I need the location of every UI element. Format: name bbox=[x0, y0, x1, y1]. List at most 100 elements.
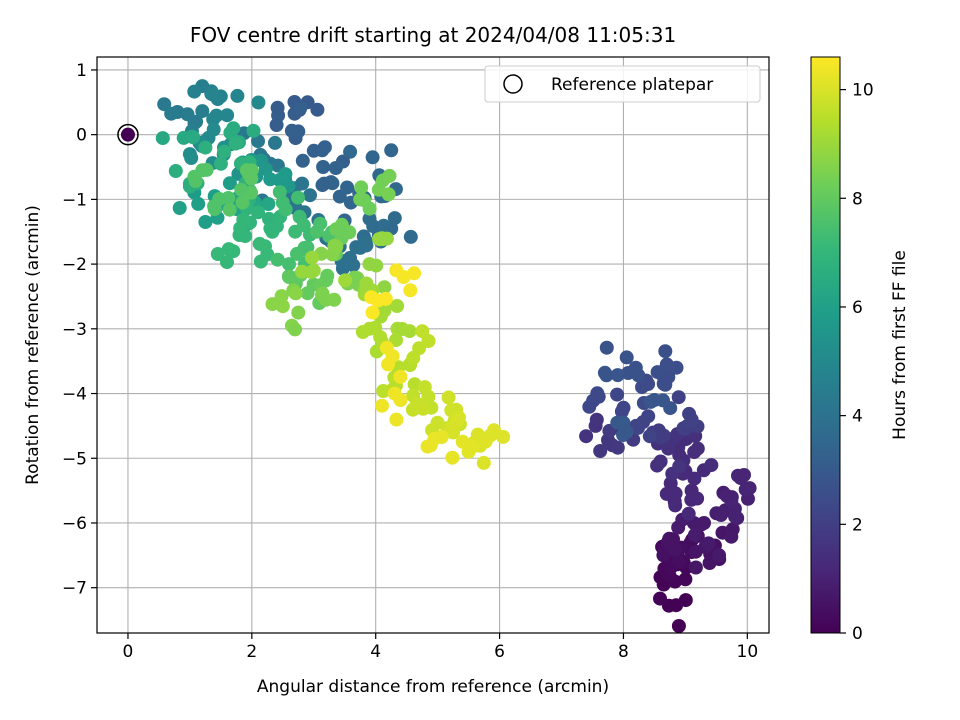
data-point-310 bbox=[198, 140, 213, 155]
y-tick-label-1: 0 bbox=[76, 126, 87, 146]
data-point-494 bbox=[423, 438, 438, 453]
legend-marker-open-circle bbox=[503, 74, 523, 94]
data-point-130 bbox=[590, 386, 605, 401]
scatter-series bbox=[155, 79, 757, 633]
colorbar-tick-label-2: 4 bbox=[852, 407, 863, 427]
legend: Reference platepar bbox=[484, 65, 761, 103]
data-point-46 bbox=[701, 536, 716, 551]
data-point-93 bbox=[672, 459, 687, 474]
data-point-151 bbox=[610, 368, 625, 383]
data-point-344 bbox=[282, 257, 296, 272]
data-point-395 bbox=[381, 187, 396, 202]
data-point-423 bbox=[379, 231, 394, 246]
data-point-394 bbox=[382, 168, 397, 183]
data-point-141 bbox=[669, 360, 684, 375]
data-point-359 bbox=[212, 192, 227, 206]
y-tick-label-0: 1 bbox=[76, 61, 87, 81]
data-point-161 bbox=[310, 102, 325, 117]
reference-point bbox=[120, 127, 135, 142]
colorbar-tick-label-5: 10 bbox=[852, 81, 874, 101]
data-point-415 bbox=[274, 289, 289, 304]
data-point-261 bbox=[184, 151, 199, 165]
data-point-279 bbox=[278, 167, 293, 182]
y-tick-label-6: −5 bbox=[62, 449, 87, 469]
data-point-254 bbox=[206, 112, 221, 127]
data-point-186 bbox=[340, 180, 355, 195]
data-point-94 bbox=[661, 441, 676, 456]
x-axis-ticks: 0 2 4 6 8 10 bbox=[123, 633, 759, 662]
data-point-495 bbox=[434, 430, 449, 444]
data-point-327 bbox=[233, 221, 248, 236]
data-point-159 bbox=[619, 424, 634, 439]
data-point-31 bbox=[702, 556, 717, 570]
data-point-363 bbox=[188, 174, 203, 188]
data-point-177 bbox=[328, 161, 343, 175]
data-point-446 bbox=[355, 325, 370, 339]
y-tick-label-2: −1 bbox=[62, 190, 87, 210]
data-point-419 bbox=[369, 258, 384, 273]
data-point-404 bbox=[291, 305, 306, 320]
data-point-365 bbox=[222, 202, 237, 217]
data-point-367 bbox=[234, 182, 249, 197]
data-point-511 bbox=[378, 291, 393, 306]
data-point-407 bbox=[288, 322, 302, 337]
data-point-316 bbox=[251, 205, 265, 220]
colorbar-gradient bbox=[810, 56, 841, 634]
data-point-294 bbox=[261, 197, 276, 211]
data-point-65 bbox=[737, 468, 751, 482]
data-point-170 bbox=[284, 123, 299, 138]
data-point-342 bbox=[272, 185, 287, 200]
data-point-403 bbox=[327, 292, 342, 307]
data-point-410 bbox=[329, 239, 344, 254]
data-point-458 bbox=[406, 350, 421, 365]
data-point-486 bbox=[496, 429, 511, 444]
data-point-438 bbox=[402, 324, 417, 339]
data-point-2 bbox=[678, 593, 693, 608]
colorbar-tick-label-1: 2 bbox=[852, 515, 863, 535]
legend-label: Reference platepar bbox=[551, 75, 713, 95]
data-point-87 bbox=[687, 445, 702, 460]
data-point-97 bbox=[589, 412, 604, 427]
data-point-345 bbox=[270, 252, 285, 267]
data-point-354 bbox=[313, 216, 328, 231]
data-point-126 bbox=[610, 387, 625, 402]
data-point-418 bbox=[377, 280, 392, 295]
y-tick-label-3: −2 bbox=[62, 255, 87, 275]
data-point-146 bbox=[619, 350, 634, 365]
data-point-223 bbox=[303, 188, 317, 203]
data-point-58 bbox=[730, 511, 745, 526]
x-axis-label: Angular distance from reference (arcmin) bbox=[257, 677, 609, 697]
y-tick-label-7: −6 bbox=[62, 514, 87, 534]
data-point-142 bbox=[650, 365, 665, 380]
data-point-309 bbox=[228, 136, 243, 151]
data-point-47 bbox=[694, 517, 709, 532]
chart-title: FOV centre drift starting at 2024/04/08 … bbox=[190, 23, 676, 47]
reference-platepar-layer bbox=[117, 123, 139, 146]
data-point-414 bbox=[288, 286, 303, 301]
data-point-98 bbox=[579, 429, 594, 444]
data-point-443 bbox=[389, 333, 403, 348]
data-point-286 bbox=[172, 201, 187, 215]
x-tick-label-3: 6 bbox=[494, 642, 505, 662]
data-point-278 bbox=[263, 172, 278, 187]
data-point-431 bbox=[338, 273, 353, 288]
data-point-487 bbox=[478, 434, 493, 449]
colorbar-ticks: 0 2 4 6 8 10 bbox=[840, 81, 874, 644]
x-tick-label-5: 10 bbox=[737, 642, 759, 662]
x-tick-label-2: 4 bbox=[370, 642, 381, 662]
colorbar-label: Hours from first FF file bbox=[890, 250, 910, 440]
data-point-143 bbox=[658, 344, 673, 359]
y-tick-label-8: −7 bbox=[62, 579, 87, 599]
data-point-67 bbox=[738, 482, 753, 497]
data-point-3 bbox=[671, 619, 686, 633]
data-point-43 bbox=[724, 529, 739, 544]
data-point-335 bbox=[252, 236, 267, 251]
data-point-191 bbox=[384, 143, 399, 158]
data-point-491 bbox=[445, 450, 460, 465]
data-point-174 bbox=[315, 143, 330, 158]
data-point-426 bbox=[304, 265, 319, 280]
y-tick-label-5: −4 bbox=[62, 385, 87, 405]
data-point-38 bbox=[688, 544, 703, 559]
data-point-341 bbox=[291, 190, 305, 205]
data-point-106 bbox=[610, 440, 625, 455]
